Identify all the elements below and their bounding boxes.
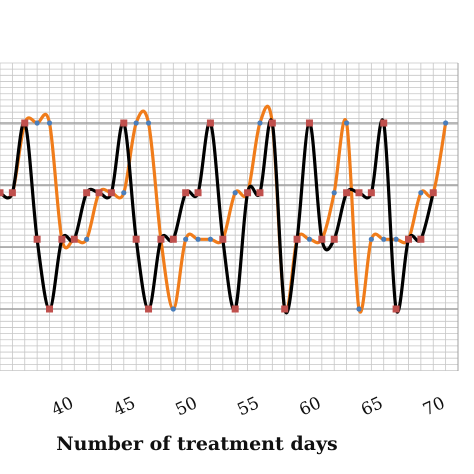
data-point — [121, 190, 127, 196]
data-point — [95, 189, 103, 197]
x-tick-label: 60 — [296, 393, 324, 420]
data-point — [194, 189, 202, 197]
data-point — [195, 236, 201, 242]
data-point — [380, 119, 388, 127]
data-point — [132, 235, 140, 243]
x-tick-label: 40 — [49, 393, 77, 420]
data-point — [145, 120, 152, 126]
marker-group — [0, 119, 449, 313]
data-point — [429, 189, 437, 197]
data-point — [393, 236, 399, 242]
data-point — [46, 120, 53, 126]
data-point — [107, 189, 115, 197]
x-tick-labels: 40 45 50 55 60 65 70 — [49, 393, 448, 420]
data-point — [33, 235, 41, 243]
data-point — [46, 305, 54, 313]
data-point — [58, 235, 66, 243]
data-point — [367, 189, 375, 197]
data-point — [392, 305, 400, 313]
data-point — [182, 189, 190, 197]
data-point — [281, 305, 289, 313]
data-point — [404, 235, 412, 243]
data-point — [356, 306, 362, 312]
x-tick-label: 55 — [234, 393, 262, 420]
data-point — [417, 235, 425, 243]
data-point — [34, 120, 40, 126]
data-point — [257, 120, 263, 126]
data-point — [21, 119, 29, 127]
data-point — [83, 189, 91, 197]
data-point — [70, 235, 78, 243]
data-point — [305, 119, 313, 127]
data-point — [331, 190, 337, 196]
data-point — [293, 235, 301, 243]
gridlines — [0, 62, 459, 371]
data-point — [169, 235, 177, 243]
data-point — [183, 236, 189, 242]
data-point — [206, 119, 214, 127]
data-point — [268, 119, 276, 127]
data-point — [232, 190, 238, 196]
data-point — [207, 236, 214, 242]
data-point — [330, 235, 338, 243]
data-point — [84, 236, 90, 242]
data-point — [418, 190, 424, 196]
data-point — [170, 306, 176, 312]
data-point — [244, 189, 252, 197]
data-point — [133, 120, 139, 126]
data-point — [368, 236, 374, 242]
data-point — [120, 119, 128, 127]
data-point — [0, 189, 4, 197]
x-tick-label: 50 — [172, 393, 200, 420]
data-point — [343, 189, 351, 197]
x-tick-label: 70 — [420, 393, 448, 420]
data-point — [157, 235, 165, 243]
data-point — [145, 305, 153, 313]
data-point — [231, 305, 239, 313]
data-point — [355, 189, 363, 197]
data-point — [219, 235, 227, 243]
data-point — [8, 189, 16, 197]
data-point — [318, 235, 326, 243]
data-point — [381, 236, 387, 242]
data-point — [306, 236, 313, 242]
x-tick-label: 45 — [111, 393, 139, 420]
x-axis-title: Number of treatment days — [56, 433, 337, 455]
data-point — [343, 120, 350, 126]
data-point — [256, 189, 264, 197]
data-point — [443, 120, 449, 126]
x-tick-label: 65 — [358, 393, 386, 420]
